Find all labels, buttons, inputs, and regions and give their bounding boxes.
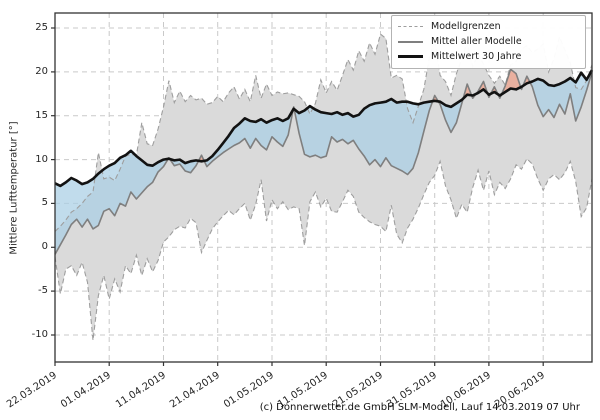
legend-item-modellgrenzen: Modellgrenzen <box>398 19 579 34</box>
gray-line-icon <box>398 40 423 43</box>
axis-ticks <box>51 27 544 366</box>
legend-item-mittelwert30: Mittelwert 30 Jahre <box>398 49 579 64</box>
y-tick-label-3: 10 <box>35 153 48 165</box>
legend-label: Mittel aller Modelle <box>431 36 522 47</box>
y-tick-label-7: -10 <box>31 329 48 340</box>
y-tick-label-2: 15 <box>35 109 48 121</box>
model-mean-line <box>54 68 593 255</box>
legend-label: Mittelwert 30 Jahre <box>431 51 522 62</box>
y-tick-label-5: 0 <box>41 241 48 253</box>
plot-border <box>54 12 593 363</box>
dashed-line-icon <box>398 26 423 27</box>
model-min-line <box>54 157 593 341</box>
y-axis-title: Mittlere Lufttemperatur [°] <box>8 121 20 255</box>
y-tick-label-4: 5 <box>41 197 48 209</box>
legend-item-modellmittel: Mittel aller Modelle <box>398 34 579 49</box>
y-tick-label-1: 20 <box>35 65 48 77</box>
y-tick-label-6: -5 <box>38 285 48 297</box>
mean-30yr-line <box>54 69 594 188</box>
copyright-caption: (c) Donnerwetter.de GmbH SLM-Modell, Lau… <box>259 402 580 413</box>
y-tick-label-0: 25 <box>35 22 48 33</box>
legend-label: Modellgrenzen <box>431 21 501 32</box>
model-max-line <box>54 33 593 232</box>
black-line-icon <box>398 55 423 58</box>
chart-legend: Modellgrenzen Mittel aller Modelle Mitte… <box>391 15 586 69</box>
